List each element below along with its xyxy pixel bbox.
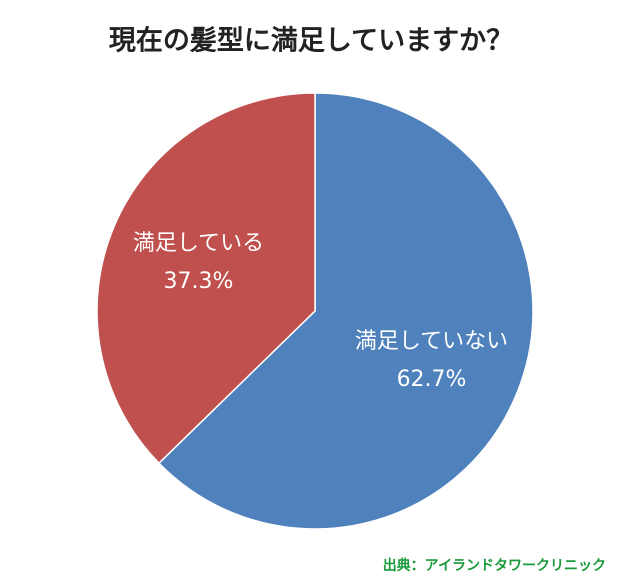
value-label: 37.3% xyxy=(164,269,234,294)
slice-label: 満足していない xyxy=(355,329,508,354)
pie-slice xyxy=(157,92,534,530)
source: 出典：アイランドタワークリニック xyxy=(383,557,606,574)
chart-title: 現在の髪型に満足していますか？ xyxy=(109,26,513,57)
value-label: 62.7% xyxy=(397,367,467,392)
slice-label: 満足している xyxy=(133,231,264,256)
pie-slice xyxy=(96,92,316,465)
